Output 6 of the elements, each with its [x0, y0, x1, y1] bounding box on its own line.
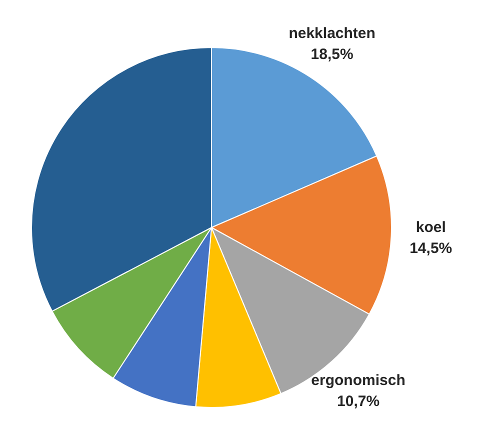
- slice-label: nekklachten: [288, 24, 376, 42]
- data-label: 10,7%: [337, 392, 380, 410]
- slice-label: ergonomisch: [311, 372, 406, 389]
- data-label: 14,5%: [410, 240, 452, 257]
- data-label: 18,5%: [310, 46, 354, 63]
- slice-label: koel: [416, 218, 446, 236]
